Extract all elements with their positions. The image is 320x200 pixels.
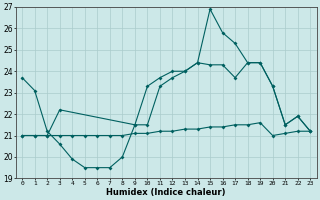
X-axis label: Humidex (Indice chaleur): Humidex (Indice chaleur) [107,188,226,197]
